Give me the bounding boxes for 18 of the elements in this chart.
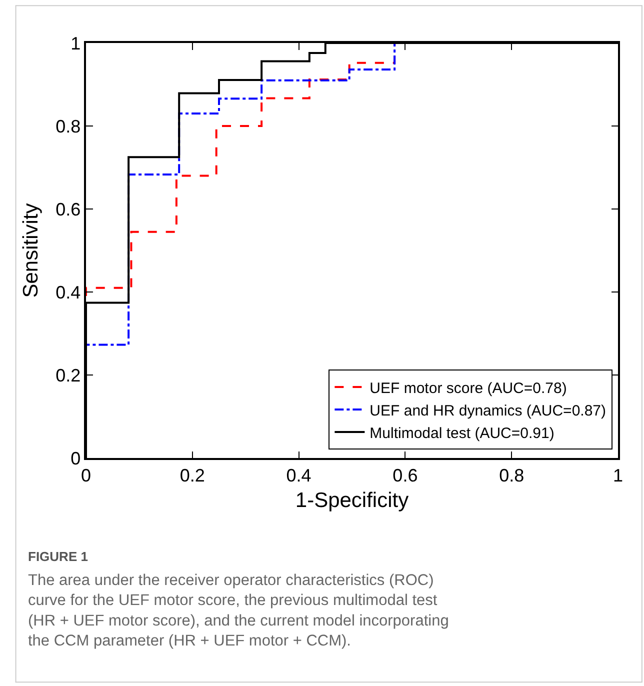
- x-tick-label: 0.2: [180, 465, 205, 486]
- x-tick-label: 1: [612, 465, 624, 486]
- x-tick-label: 0.4: [286, 465, 312, 486]
- legend-label: UEF and HR dynamics (AUC=0.87): [370, 402, 606, 420]
- legend-label: UEF motor score (AUC=0.78): [370, 380, 567, 397]
- y-axis-title: Sensitivity: [19, 202, 42, 298]
- y-tick-label: 0.8: [56, 116, 81, 136]
- y-tick-label: 0.4: [56, 282, 81, 302]
- x-tick-label: 0.8: [499, 465, 524, 486]
- caption: FIGURE 1: [28, 549, 88, 564]
- x-tick-label: 0.6: [392, 465, 418, 486]
- y-tick-label: 0.2: [56, 365, 81, 386]
- y-tick-label: 0.6: [56, 199, 81, 220]
- text: The area under the receiver operator characteristics (ROC) curve for the UEF motor score, the previous multimodal test (HR + UEF motor score), and the current model incorporating the CCM parameter (HR + UEF motor + CCM).: [28, 572, 449, 650]
- y-tick-label: 0: [70, 448, 81, 468]
- x-axis-title: 1-Specificity: [295, 489, 410, 512]
- y-tick-label: 1: [70, 33, 81, 54]
- legend-label: Multimodal test (AUC=0.91): [370, 424, 554, 442]
